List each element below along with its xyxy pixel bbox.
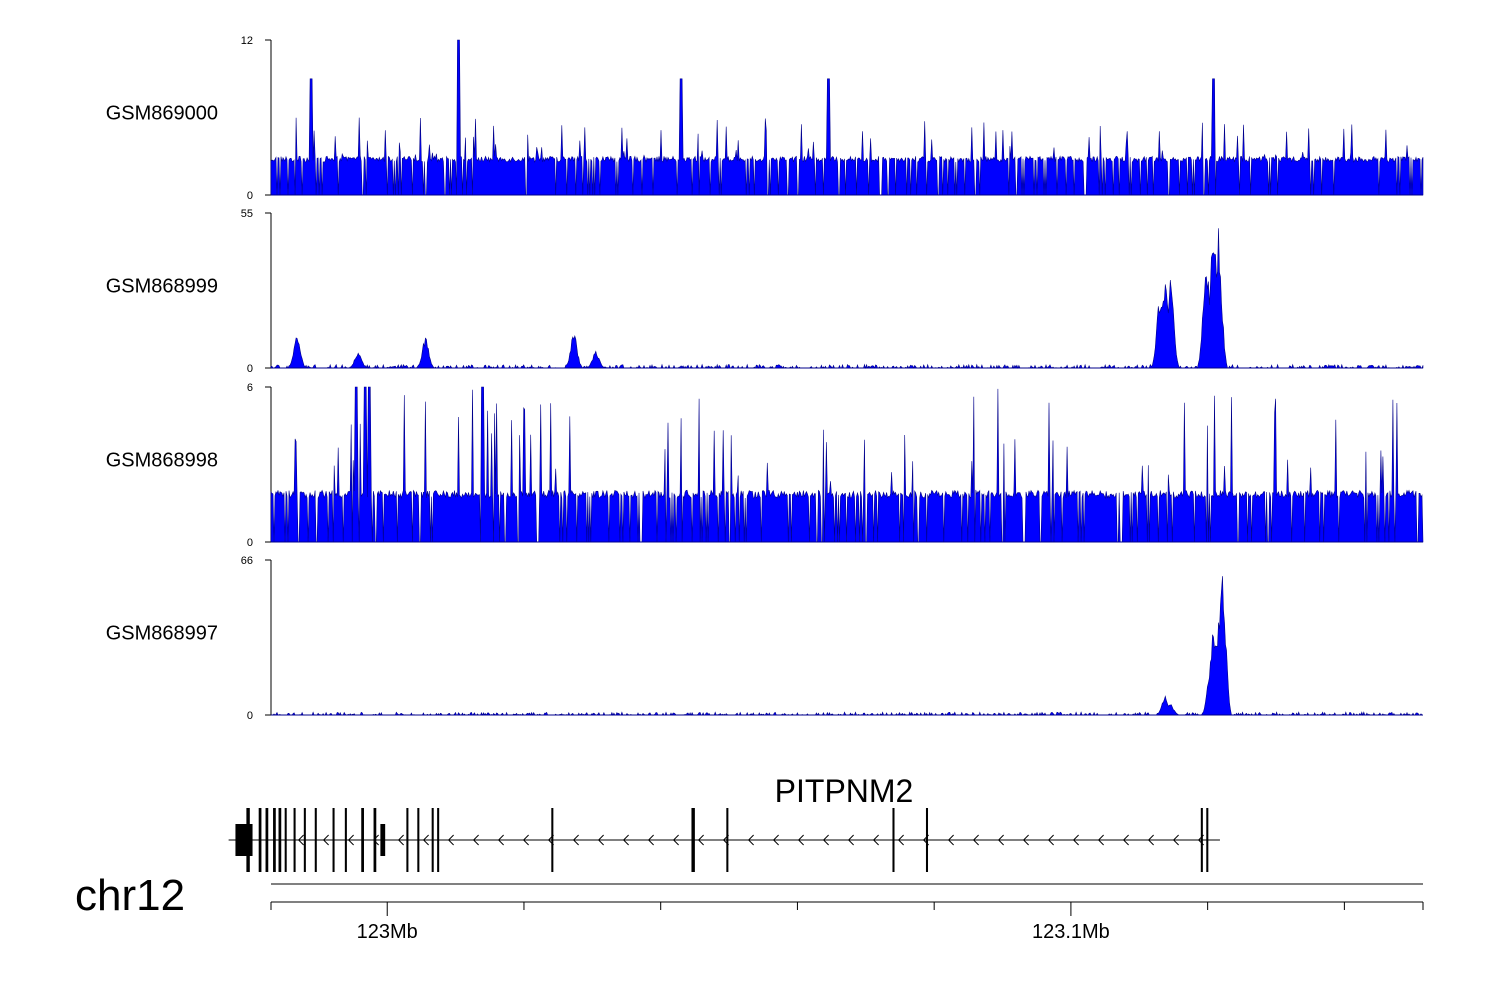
exon [431,808,434,872]
genome-axis [270,883,1424,916]
strand-arrow [572,834,579,846]
strand-arrow [522,834,529,846]
gene-label: PITPNM2 [775,773,914,809]
track-label: GSM868999 [106,276,218,298]
exon [1206,808,1209,872]
strand-arrow [497,834,504,846]
strand-arrow [872,834,879,846]
signal-area [270,576,1423,716]
y-tick-label-max: 6 [247,382,253,394]
strand-arrow [297,834,304,846]
strand-arrow [1022,834,1029,846]
y-tick-label-max: 55 [241,208,253,220]
strand-arrow [1122,834,1129,846]
exon [551,808,554,872]
strand-arrow [947,834,954,846]
chromosome-label: chr12 [75,871,185,920]
strand-arrow [422,834,429,846]
y-tick-label-min: 0 [247,190,253,202]
track-GSM868998 [265,386,1424,543]
strand-arrow [1172,834,1179,846]
strand-arrow [847,834,854,846]
strand-arrow [672,834,679,846]
y-tick-label-min: 0 [247,710,253,722]
strand-arrow [647,834,654,846]
y-tick-label-min: 0 [247,363,253,375]
strand-arrow [1072,834,1079,846]
exon [437,808,440,872]
strand-arrow [597,834,604,846]
exon [344,808,347,872]
strand-arrow [697,834,704,846]
x-tick-label: 123Mb [357,921,418,943]
y-tick-label-max: 12 [241,35,253,47]
exon [332,808,335,872]
track-GSM868999 [265,212,1424,370]
strand-arrow [772,834,779,846]
y-tick-label-min: 0 [247,537,253,549]
gene-model-PITPNM2 [228,808,1220,872]
exon [726,808,729,872]
exon [303,808,306,872]
exon [278,808,282,872]
exon [892,808,895,872]
strand-arrow [897,834,904,846]
exon [284,808,287,872]
exon [406,808,409,872]
strand-arrow [447,834,454,846]
strand-arrow [347,834,354,846]
exon [258,808,262,872]
strand-arrow [972,834,979,846]
signal-area [270,39,1424,196]
track-label: GSM869000 [106,103,218,125]
strand-arrow [472,834,479,846]
exon [417,808,420,872]
strand-arrow [397,834,404,846]
exon [273,808,276,872]
exon [246,808,250,872]
strand-arrow [997,834,1004,846]
exon [380,824,386,856]
strand-arrow [747,834,754,846]
track-label: GSM868998 [106,450,218,472]
strand-arrow [1047,834,1054,846]
exon [361,808,364,872]
signal-area [270,228,1424,370]
exon [293,808,296,872]
exon [1200,808,1203,872]
strand-arrow [322,834,329,846]
strand-arrow [822,834,829,846]
exon [265,808,269,872]
track-GSM868997 [265,559,1423,716]
exon [925,808,929,872]
strand-arrow [1097,834,1104,846]
exon [314,808,317,872]
exon [691,808,695,872]
strand-arrow [797,834,804,846]
exon [235,824,253,856]
strand-arrow [1147,834,1154,846]
signal-area [270,386,1424,543]
track-GSM869000 [265,39,1424,196]
strand-arrow [622,834,629,846]
track-label: GSM868997 [106,623,218,645]
exon [373,808,377,872]
x-tick-label: 123.1Mb [1032,921,1110,943]
y-tick-label-max: 66 [241,555,253,567]
